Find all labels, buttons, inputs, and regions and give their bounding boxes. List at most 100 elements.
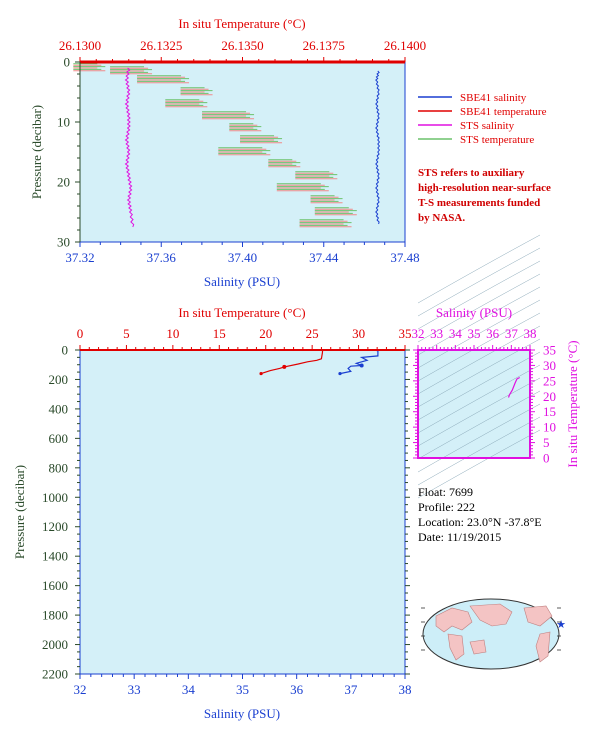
- bottom-chart-pressure-tick-label: 2000: [42, 637, 68, 652]
- top-chart-temperature-axis-title: In situ Temperature (°C): [178, 16, 305, 31]
- density-contour: [417, 416, 541, 486]
- bottom-chart-pressure-tick-label: 400: [49, 401, 69, 416]
- density-contour: [417, 234, 541, 304]
- map-land-australia: [469, 639, 487, 655]
- top-chart-pressure-tick-label: 30: [57, 235, 70, 250]
- bottom-chart-temperature-tick-label: 5: [123, 326, 130, 341]
- ts-chart-temperature-tick-label: 35: [543, 343, 556, 358]
- sbe41-salinity-line: [375, 70, 381, 225]
- bottom-chart-pressure-tick-label: 200: [49, 372, 69, 387]
- legend-label-1: SBE41 salinity: [460, 92, 527, 104]
- ts-chart-temperature-tick-label: 5: [543, 435, 550, 450]
- bottom-chart-pressure-tick-label: 1000: [42, 490, 68, 505]
- sbe41-temperature-profile-line: [260, 349, 324, 375]
- density-contour: [417, 364, 541, 434]
- ts-chart-temperature-tick-label: 30: [543, 358, 556, 373]
- top-chart-salinity-axis-title: Salinity (PSU): [204, 274, 280, 289]
- bottom-chart-pressure-tick-label: 1200: [42, 519, 68, 534]
- ts-chart-temperature-tick-label: 20: [543, 389, 556, 404]
- bottom-chart-pressure-axis-title: Pressure (decibar): [12, 465, 27, 559]
- bottom-chart-temperature-tick-label: 30: [352, 326, 365, 341]
- bottom-chart-salinity-tick-label: 36: [290, 682, 304, 697]
- map-land-africa: [447, 633, 465, 661]
- top-chart-salinity-tick-label: 37.40: [228, 250, 257, 265]
- sts-note-line-3: T-S measurements funded: [418, 197, 541, 209]
- top-chart-pressure-tick-label: 20: [57, 175, 70, 190]
- density-contour: [417, 247, 541, 317]
- top-chart-temperature-tick-label: 26.1375: [303, 38, 345, 53]
- top-chart-temperature-tick-label: 26.1350: [221, 38, 263, 53]
- density-contour: [417, 286, 541, 356]
- bottom-chart-temperature-axis-title: In situ Temperature (°C): [178, 305, 305, 320]
- top-chart-salinity-tick-label: 37.48: [390, 250, 419, 265]
- top-chart-temperature-tick-label: 26.1325: [140, 38, 182, 53]
- top-chart: 26.1300 26.1325 26.1350 26.1375 26.1400 37.32…: [29, 16, 426, 289]
- density-contour: [417, 338, 541, 408]
- density-contour: [417, 390, 541, 460]
- density-contour: [417, 260, 541, 330]
- top-chart-salinity-tick-label: 37.44: [309, 250, 339, 265]
- bottom-chart-salinity-tick-label: 32: [74, 682, 87, 697]
- sbe41-salinity-profile-line: [339, 349, 379, 375]
- bottom-chart-temperature-tick-label: 25: [306, 326, 319, 341]
- ts-chart-salinity-tick-label: 34: [449, 326, 463, 341]
- map-land-eurasia-west: [435, 607, 473, 633]
- density-contour: [417, 403, 541, 473]
- top-chart-marks: [73, 63, 381, 228]
- legend-label-3: STS salinity: [460, 120, 515, 132]
- bottom-chart-salinity-axis-title: Salinity (PSU): [204, 706, 280, 721]
- ts-chart-salinity-tick-label: 36: [486, 326, 500, 341]
- ts-plot-area: [418, 350, 530, 458]
- ts-chart-salinity-tick-label: 38: [524, 326, 537, 341]
- bottom-chart-pressure-tick-label: 1600: [42, 578, 68, 593]
- density-contour: [417, 351, 541, 421]
- bottom-chart-pressure-tick-label: 800: [49, 460, 69, 475]
- sbe41-temperature-profile-line-end-marker: [259, 371, 263, 376]
- density-contour: [417, 429, 541, 499]
- top-chart-salinity-tick-label: 37.36: [147, 250, 177, 265]
- map-land-north-america: [523, 605, 553, 627]
- map-graticule-ticks: [421, 607, 561, 651]
- sbe41-temperature-profile-line-marker: [282, 364, 287, 369]
- sts-note-line-1: STS refers to auxiliary: [418, 167, 525, 179]
- map-land-south-america: [535, 631, 551, 663]
- ts-chart-temperature-tick-label: 10: [543, 420, 556, 435]
- legend: SBE41 salinity SBE41 temperature STS salin…: [418, 92, 547, 146]
- legend-label-2: SBE41 temperature: [460, 106, 547, 118]
- ts-chart-marks: [507, 376, 520, 398]
- bottom-chart-temperature-tick-label: 35: [399, 326, 412, 341]
- sts-note-line-2: high-resolution near-surface: [418, 182, 551, 194]
- ts-chart-salinity-tick-label: 37: [505, 326, 519, 341]
- bottom-chart-salinity-tick-label: 37: [344, 682, 358, 697]
- top-chart-axes: 26.1300 26.1325 26.1350 26.1375 26.1400 37.32…: [57, 38, 426, 265]
- bottom-chart-salinity-tick-label: 38: [399, 682, 412, 697]
- ts-density-contours: [417, 234, 541, 499]
- ts-chart-salinity-axis-title: Salinity (PSU): [436, 305, 512, 320]
- legend-label-4: STS temperature: [460, 134, 534, 146]
- top-chart-pressure-tick-label: 0: [64, 55, 71, 70]
- sbe41-salinity-profile-line-end-marker: [338, 371, 342, 376]
- bottom-chart-salinity-tick-label: 33: [128, 682, 141, 697]
- density-contour: [417, 377, 541, 447]
- density-contour: [417, 299, 541, 369]
- bottom-chart-salinity-tick-label: 34: [182, 682, 196, 697]
- bottom-chart: 0 5 10 15 20 25 30 35 32 33 34 35 36 37 38 0 200 400 600 80…: [12, 305, 412, 721]
- profile-number: Profile: 222: [418, 500, 475, 514]
- bottom-chart-pressure-tick-label: 600: [49, 431, 69, 446]
- bottom-chart-salinity-tick-label: 35: [236, 682, 249, 697]
- top-chart-pressure-axis-title: Pressure (decibar): [29, 105, 44, 199]
- top-chart-pressure-tick-label: 10: [57, 115, 70, 130]
- density-contour: [417, 312, 541, 382]
- bottom-chart-temperature-tick-label: 20: [259, 326, 272, 341]
- top-chart-temperature-tick-label: 26.1400: [384, 38, 426, 53]
- ts-curve-line: [507, 376, 520, 398]
- top-chart-salinity-tick-label: 37.32: [65, 250, 94, 265]
- density-contour: [417, 273, 541, 343]
- world-map: ★: [421, 598, 566, 670]
- ts-chart-salinity-tick-label: 33: [430, 326, 443, 341]
- sts-salinity-line: [124, 67, 135, 228]
- bottom-plot-area: [80, 350, 405, 674]
